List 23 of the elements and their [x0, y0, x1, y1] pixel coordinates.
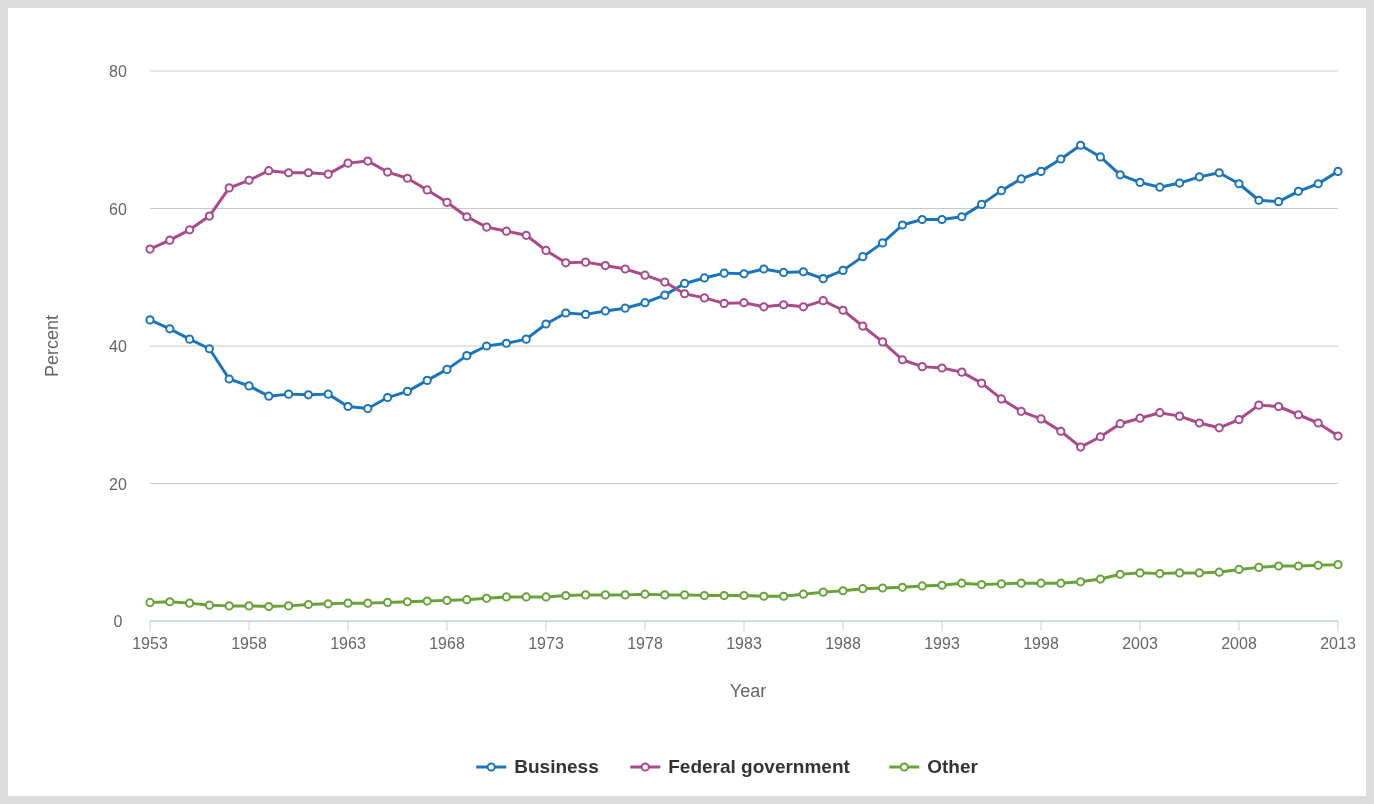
x-tick-label: 1953	[132, 635, 168, 652]
x-tick-label: 1993	[924, 635, 960, 652]
y-tick-label: 0	[113, 613, 123, 630]
y-tick-label: 60	[109, 200, 127, 218]
x-tick-label: 1963	[330, 635, 366, 652]
x-tick-label: 1983	[726, 635, 762, 652]
x-tick-label: 1973	[528, 635, 564, 652]
x-tick-label: 2013	[1320, 635, 1356, 652]
x-tick-label: 1968	[429, 635, 465, 652]
x-tick-label: 1958	[231, 635, 267, 652]
x-tick-label: 1988	[825, 635, 861, 652]
legend-label: Federal government	[668, 756, 851, 777]
y-tick-label: 40	[109, 338, 127, 355]
legend-label: Other	[927, 756, 979, 777]
x-axis-title: Year	[729, 681, 767, 701]
y-tick-label: 80	[109, 63, 127, 80]
x-tick-label: 2003	[1122, 635, 1158, 652]
legend-label: Business	[514, 756, 599, 777]
x-tick-label: 2008	[1221, 635, 1257, 652]
y-axis-title: Percent	[42, 314, 62, 378]
x-tick-label: 1998	[1023, 635, 1059, 652]
x-tick-label: 1978	[627, 635, 663, 652]
y-tick-label: 20	[109, 475, 127, 493]
